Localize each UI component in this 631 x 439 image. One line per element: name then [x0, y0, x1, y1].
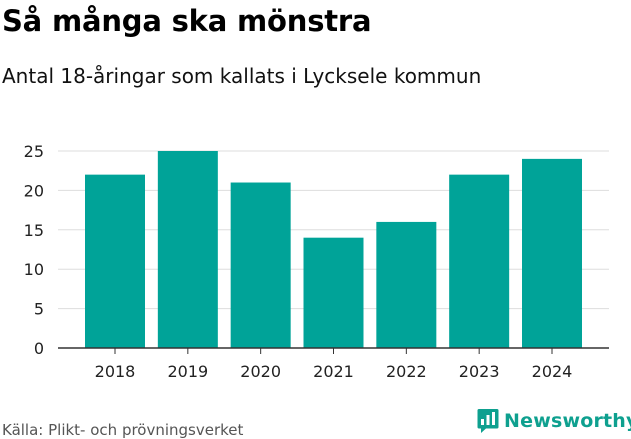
bar-2024: [522, 158, 582, 348]
y-tick-label: 15: [24, 221, 44, 240]
x-tick-label: 2024: [532, 362, 573, 381]
bar-2023: [449, 174, 510, 348]
y-tick-label: 10: [24, 260, 44, 279]
x-axis-ticks: 2018 2019 2020 2021 2022 2023 2024: [95, 348, 573, 381]
bar-chart: 0 5 10 15 20 25 2018 2019 2020 2021 2022 2023 2024: [24, 142, 609, 381]
newsworthy-chart-icon: [477, 409, 499, 433]
source-note: Källa: Plikt- och prövningsverket: [2, 421, 244, 439]
chart-title: Så många ska mönstra: [2, 4, 372, 38]
y-tick-label: 20: [24, 181, 44, 200]
chart-subtitle: Antal 18-åringar som kallats i Lycksele …: [2, 64, 482, 88]
bar-2020: [230, 182, 291, 348]
bar-2019: [157, 151, 218, 348]
y-tick-label: 25: [24, 142, 44, 161]
x-tick-label: 2022: [386, 362, 427, 381]
y-tick-label: 5: [34, 300, 44, 319]
bar-2021: [303, 237, 364, 348]
brand-name: Newsworthy: [504, 410, 631, 432]
brand-logo: Newsworthy: [477, 408, 631, 434]
x-tick-label: 2020: [240, 362, 281, 381]
y-tick-label: 0: [34, 339, 44, 358]
bar-2018: [85, 174, 145, 348]
x-tick-label: 2018: [95, 362, 136, 381]
x-tick-label: 2023: [459, 362, 500, 381]
bar-2022: [376, 221, 437, 348]
bars: [85, 151, 582, 348]
x-tick-label: 2019: [167, 362, 208, 381]
y-axis-ticks: 0 5 10 15 20 25: [24, 142, 44, 358]
x-tick-label: 2021: [313, 362, 354, 381]
